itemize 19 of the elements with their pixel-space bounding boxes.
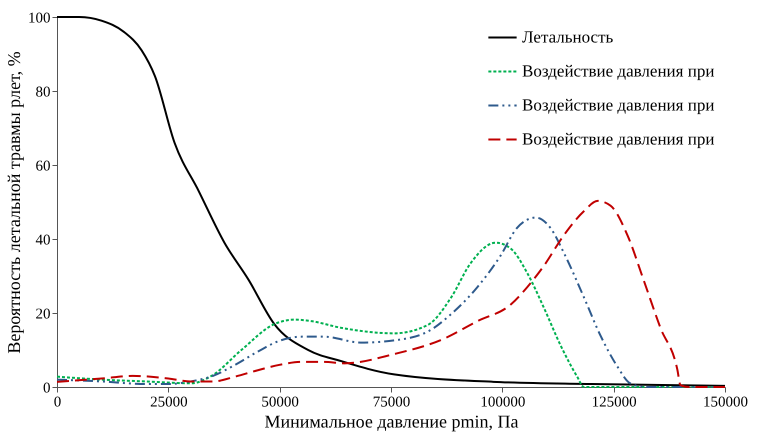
- legend-label: Воздействие давления при: [522, 96, 714, 114]
- x-tick-label: 0: [54, 394, 62, 410]
- legend-label: Воздействие давления при: [522, 130, 714, 148]
- x-tick-label: 150000: [703, 394, 748, 410]
- x-tick-label: 100000: [480, 394, 526, 410]
- y-tick-label: 60: [36, 158, 50, 174]
- x-axis-title: Минимальное давление pmin, Па: [264, 412, 518, 432]
- y-tick-label: 0: [43, 380, 50, 396]
- y-tick-label: 100: [28, 10, 50, 26]
- legend-label: Летальность: [522, 28, 614, 46]
- y-tick-label: 40: [36, 232, 50, 248]
- y-axis-title: Вероятность летальной травмы pлет, %: [4, 51, 24, 354]
- legend-label: Воздействие давления при: [522, 62, 714, 80]
- y-tick-label: 80: [36, 84, 50, 100]
- y-tick-label: 20: [36, 306, 50, 322]
- x-tick-label: 75000: [372, 394, 410, 410]
- x-tick-label: 50000: [261, 394, 299, 410]
- x-tick-label: 25000: [150, 394, 188, 410]
- x-tick-label: 125000: [592, 394, 637, 410]
